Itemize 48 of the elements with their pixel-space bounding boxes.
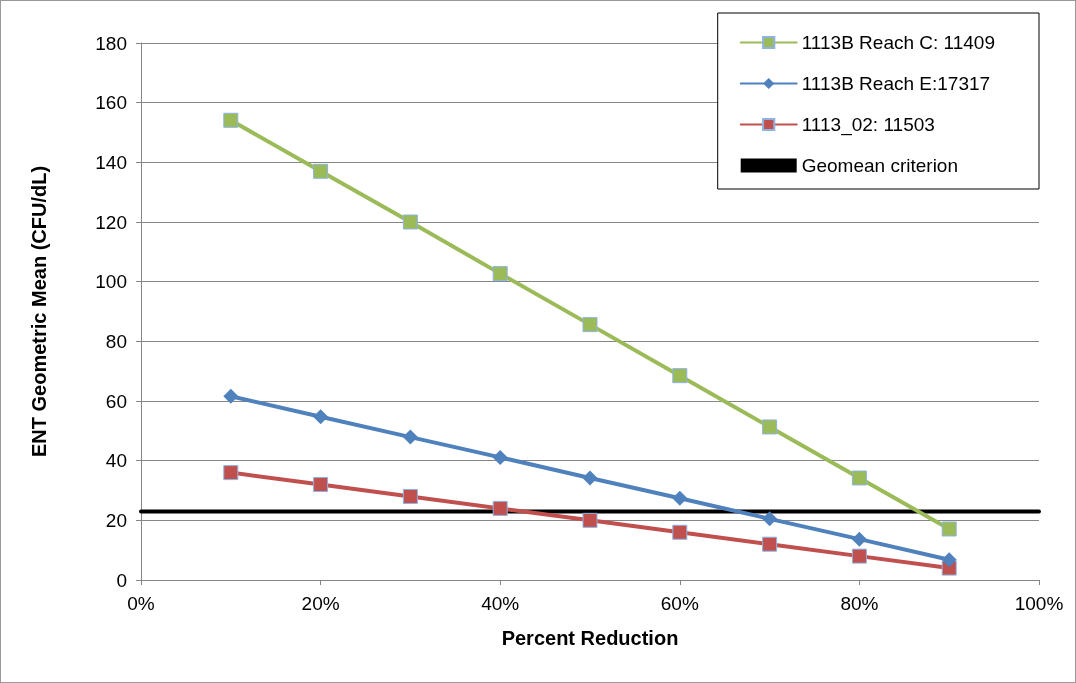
point — [672, 524, 688, 540]
legend-label: 1113_02: 11503 — [801, 114, 935, 136]
y-tick-label: 60 — [105, 390, 127, 412]
point — [672, 368, 688, 384]
y-axis-title: ENT Geometric Mean (CFU/dL) — [28, 165, 50, 458]
point — [492, 266, 508, 282]
point — [582, 512, 598, 528]
x-tick-label: 20% — [301, 593, 340, 614]
point — [223, 465, 239, 481]
point — [492, 449, 508, 465]
point — [402, 488, 418, 504]
point — [582, 317, 598, 333]
y-tick-label: 80 — [105, 330, 127, 352]
x-tick-label: 100% — [1014, 593, 1064, 614]
point — [402, 214, 418, 230]
point — [582, 470, 598, 486]
point — [223, 112, 239, 128]
y-tick-label: 180 — [95, 32, 127, 54]
x-tick-label: 40% — [481, 593, 520, 614]
x-tick-label: 60% — [660, 593, 699, 614]
point — [223, 388, 239, 404]
x-tick-label: 80% — [840, 593, 879, 614]
point — [851, 470, 867, 486]
point — [672, 490, 688, 506]
y-tick-label: 40 — [105, 450, 127, 472]
point — [402, 429, 418, 445]
point — [851, 548, 867, 564]
y-tick-label: 20 — [105, 509, 127, 531]
y-tick-label: 160 — [95, 92, 127, 114]
y-tick-label: 0 — [116, 569, 127, 591]
point — [313, 477, 329, 493]
point — [762, 419, 778, 435]
y-tick-label: 100 — [95, 271, 127, 293]
legend-label: 1113B Reach E:17317 — [801, 73, 991, 94]
point — [941, 521, 957, 537]
point — [762, 536, 778, 552]
y-tick-label: 140 — [95, 151, 127, 173]
x-tick-label: 0% — [127, 593, 155, 614]
point — [762, 511, 778, 527]
point — [313, 163, 329, 179]
y-tick-label: 120 — [95, 211, 127, 233]
legend-label: 1113B Reach C: 11409 — [801, 32, 996, 53]
point — [492, 500, 508, 516]
point — [313, 409, 329, 425]
legend-label: Geomean criterion — [801, 155, 958, 176]
point — [851, 531, 867, 547]
point — [941, 552, 957, 568]
x-axis-title: Percent Reduction — [501, 627, 679, 649]
